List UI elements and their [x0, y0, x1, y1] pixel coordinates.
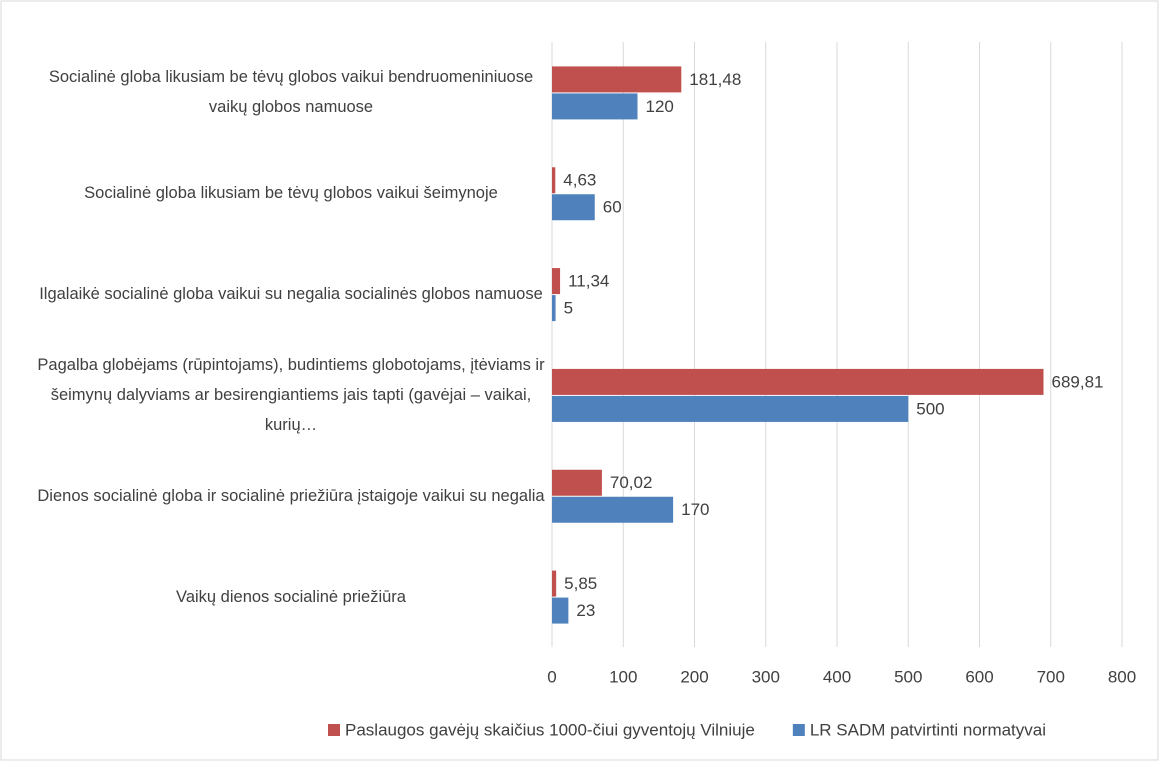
category-label: Socialinė globa likusiam be tėvų globos …	[48, 68, 534, 117]
bar	[552, 469, 602, 496]
bar	[552, 194, 595, 221]
x-tick-label: 100	[609, 667, 637, 686]
x-tick-label: 300	[752, 667, 780, 686]
category-label: Socialinė globa likusiam be tėvų globos …	[84, 184, 498, 203]
x-tick-label: 600	[965, 667, 993, 686]
bar	[552, 368, 1044, 395]
x-tick-label: 400	[823, 667, 851, 686]
data-label: 120	[646, 97, 674, 116]
bar	[552, 268, 561, 295]
x-tick-label: 500	[894, 667, 922, 686]
x-tick-label: 0	[547, 667, 556, 686]
category-label: Pagalba globėjams (rūpintojams), budinti…	[37, 355, 545, 434]
data-label: 60	[603, 198, 622, 217]
category-label: Ilgalaikė socialinė globa vaikui su nega…	[39, 285, 543, 304]
x-tick-label: 200	[680, 667, 708, 686]
x-tick-label: 800	[1108, 667, 1136, 686]
data-label: 11,34	[568, 272, 609, 291]
data-label: 170	[681, 500, 709, 519]
data-label: 689,81	[1051, 372, 1103, 391]
data-label: 181,48	[689, 70, 741, 89]
legend-swatch	[792, 724, 805, 736]
data-label: 5,85	[564, 574, 597, 593]
legend-swatch	[328, 724, 340, 736]
x-tick-label: 700	[1037, 667, 1065, 686]
category-label: Vaikų dienos socialinė priežiūra	[176, 587, 406, 606]
category-label: Dienos socialinė globa ir socialinė prie…	[37, 486, 545, 505]
bar	[552, 66, 682, 93]
bar	[552, 570, 557, 597]
data-label: 23	[576, 601, 595, 620]
data-label: 500	[916, 399, 944, 418]
bar	[552, 167, 556, 194]
data-label: 70,02	[610, 473, 653, 492]
bar	[552, 496, 674, 523]
data-label: 4,63	[563, 171, 596, 190]
legend-label: LR SADM patvirtinti normatyvai	[810, 720, 1046, 739]
bar	[552, 295, 556, 322]
legend-label: Paslaugos gavėjų skaičius 1000-čiui gyve…	[345, 720, 755, 739]
data-label: 5	[564, 299, 573, 318]
bar	[552, 93, 638, 120]
bar	[552, 597, 569, 624]
bar	[552, 395, 909, 422]
